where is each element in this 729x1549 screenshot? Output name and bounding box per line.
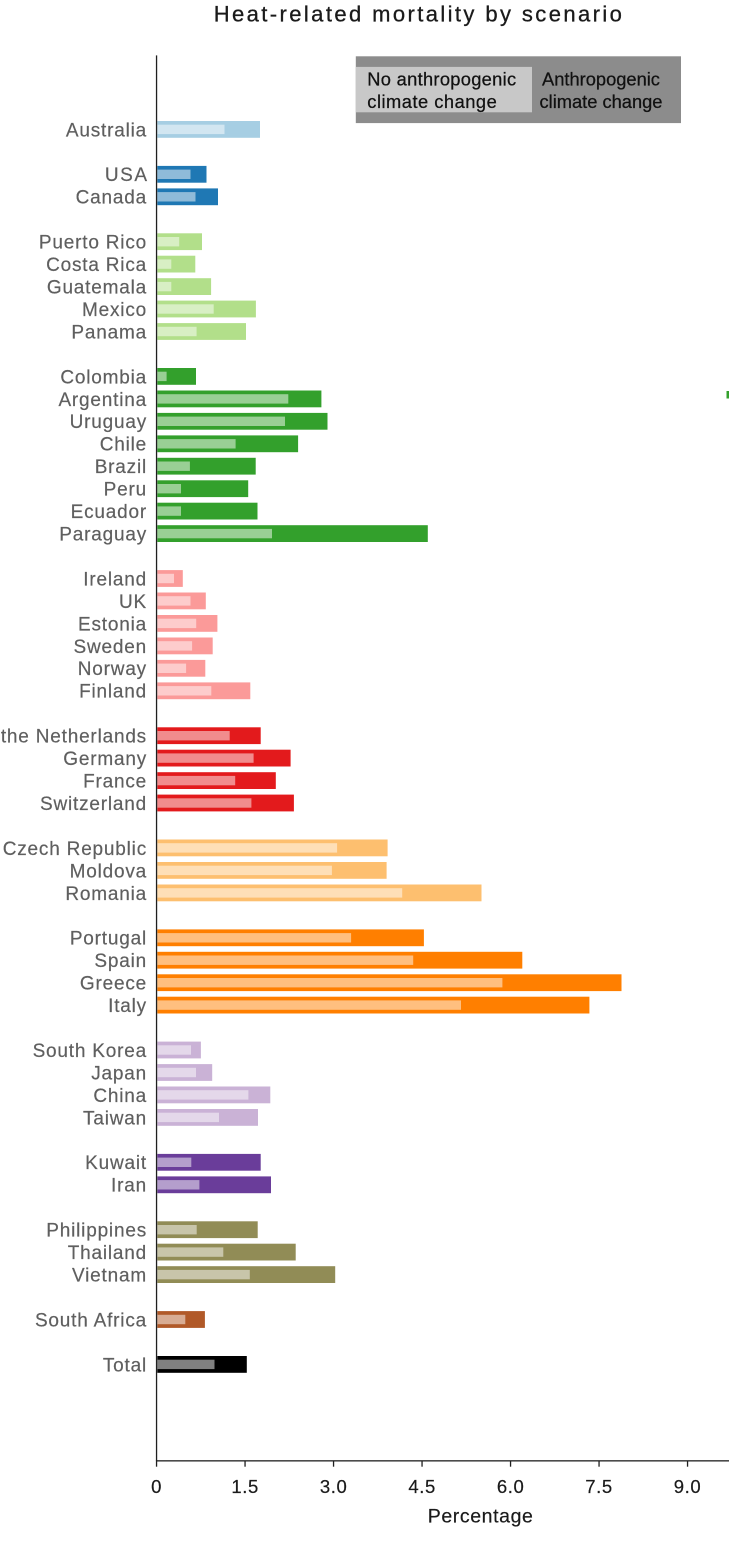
svg-text:Ireland: Ireland xyxy=(83,569,147,590)
svg-text:Iran: Iran xyxy=(111,1176,147,1197)
svg-text:South Africa: South Africa xyxy=(35,1310,147,1331)
svg-text:4.5: 4.5 xyxy=(408,1476,436,1497)
svg-text:Moldova: Moldova xyxy=(70,861,147,882)
svg-text:1.5: 1.5 xyxy=(231,1476,259,1497)
svg-text:France: France xyxy=(83,772,147,793)
svg-text:Brazil: Brazil xyxy=(95,457,147,478)
svg-text:climate change: climate change xyxy=(367,91,497,112)
svg-text:Czech Republic: Czech Republic xyxy=(3,839,147,860)
svg-text:Guatemala: Guatemala xyxy=(47,278,147,299)
svg-text:Greece: Greece xyxy=(80,974,147,995)
svg-text:Heat-related mortality by scen: Heat-related mortality by scenario xyxy=(214,2,625,27)
svg-text:Percentage: Percentage xyxy=(428,1505,534,1527)
svg-text:Uruguay: Uruguay xyxy=(70,412,147,433)
svg-text:Costa Rica: Costa Rica xyxy=(46,255,147,276)
svg-text:No anthropogenic: No anthropogenic xyxy=(367,68,516,89)
svg-text:Mexico: Mexico xyxy=(82,300,147,321)
svg-text:China: China xyxy=(93,1086,147,1107)
svg-text:Colombia: Colombia xyxy=(60,367,147,388)
svg-text:Australia: Australia xyxy=(66,120,147,141)
svg-text:Panama: Panama xyxy=(71,322,147,343)
svg-text:Sweden: Sweden xyxy=(74,637,147,658)
svg-text:Estonia: Estonia xyxy=(78,614,147,635)
svg-text:Peru: Peru xyxy=(104,480,147,501)
svg-text:Norway: Norway xyxy=(78,659,147,680)
svg-text:Finland: Finland xyxy=(79,682,147,703)
svg-text:Argentina: Argentina xyxy=(58,390,147,411)
svg-text:Portugal: Portugal xyxy=(70,929,147,950)
svg-text:3.0: 3.0 xyxy=(320,1476,348,1497)
svg-text:Ecuador: Ecuador xyxy=(71,502,147,523)
svg-text:Switzerland: Switzerland xyxy=(40,794,147,815)
svg-text:9.0: 9.0 xyxy=(674,1476,702,1497)
svg-text:Vietnam: Vietnam xyxy=(72,1266,147,1287)
svg-text:Thailand: Thailand xyxy=(68,1243,147,1264)
svg-text:Japan: Japan xyxy=(91,1063,147,1084)
svg-text:Germany: Germany xyxy=(63,749,147,770)
svg-text:UK: UK xyxy=(119,592,147,613)
svg-text:Total: Total xyxy=(103,1355,147,1376)
svg-text:Spain: Spain xyxy=(94,951,147,972)
svg-text:7.5: 7.5 xyxy=(585,1476,613,1497)
svg-text:South Korea: South Korea xyxy=(33,1041,147,1062)
svg-text:climate change: climate change xyxy=(540,91,663,112)
svg-text:Chile: Chile xyxy=(100,435,147,456)
svg-text:the Netherlands: the Netherlands xyxy=(1,727,147,748)
svg-text:Paraguay: Paraguay xyxy=(59,525,147,546)
svg-text:Philippines: Philippines xyxy=(46,1221,147,1242)
svg-text:Taiwan: Taiwan xyxy=(83,1108,147,1129)
svg-text:Puerto Rico: Puerto Rico xyxy=(39,233,147,254)
svg-text:Canada: Canada xyxy=(76,188,147,209)
svg-text:6.0: 6.0 xyxy=(497,1476,525,1497)
svg-text:Kuwait: Kuwait xyxy=(85,1153,147,1174)
svg-text:Romania: Romania xyxy=(65,884,147,905)
svg-text:Anthropogenic: Anthropogenic xyxy=(542,68,660,89)
svg-text:Italy: Italy xyxy=(108,996,147,1017)
svg-text:USA: USA xyxy=(105,165,149,186)
svg-text:0: 0 xyxy=(151,1476,162,1497)
